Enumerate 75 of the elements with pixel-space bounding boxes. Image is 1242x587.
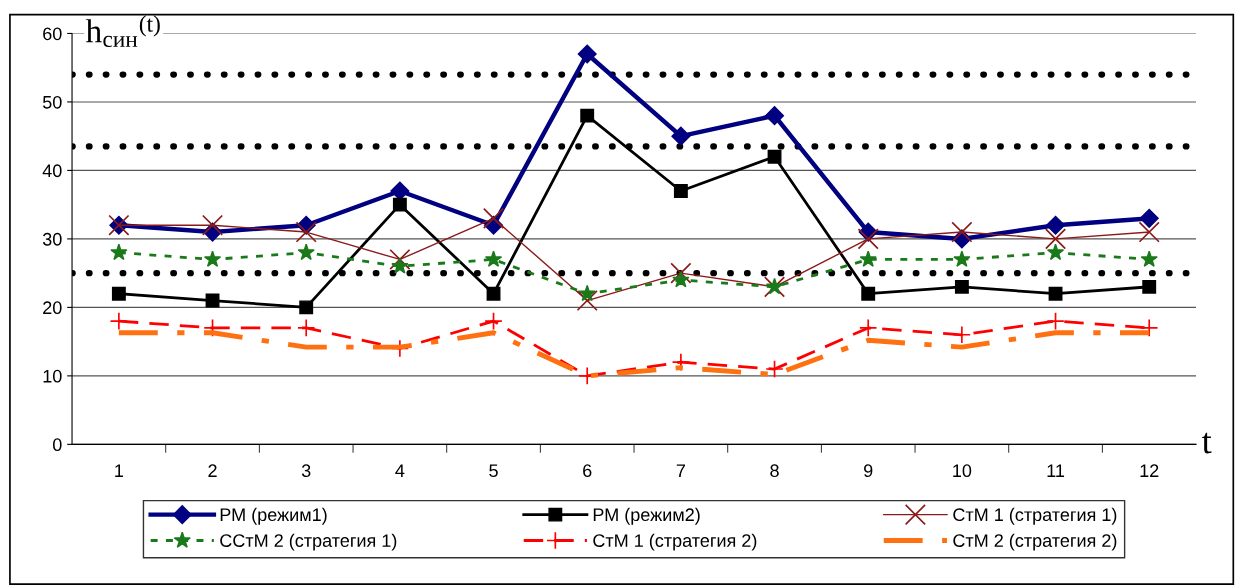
point (111, 286, 126, 301)
x-tick-label: 10 (953, 464, 972, 478)
y-tick-label: 20 (43, 301, 62, 315)
point (295, 221, 317, 243)
x-tick-label: 9 (864, 464, 873, 478)
point (954, 279, 969, 294)
y-tick-label: 10 (43, 369, 62, 383)
x-tick-label: 5 (489, 464, 498, 478)
point (390, 181, 410, 201)
point (765, 359, 784, 379)
point (1142, 279, 1157, 294)
point (203, 250, 222, 267)
point (110, 243, 128, 261)
legend-label: РМ (режим1) (220, 507, 327, 525)
legend-label: СтМ 2 (стратегия 2) (953, 533, 1117, 551)
point (1044, 228, 1067, 250)
point (670, 262, 692, 284)
point (201, 214, 224, 236)
x-tick-label: 3 (301, 464, 311, 478)
x-tick-label: 12 (1140, 464, 1159, 477)
y-tick-label: 50 (42, 95, 62, 109)
line-series (116, 330, 1152, 379)
point (299, 300, 314, 315)
point (1048, 286, 1063, 301)
point (1140, 250, 1158, 267)
y-tick-label: 0 (52, 438, 62, 452)
point (391, 257, 409, 274)
point (765, 106, 785, 126)
point (857, 228, 879, 250)
point (109, 311, 129, 331)
y-tick-label: 40 (42, 164, 62, 178)
point (1140, 318, 1159, 338)
x-tick-label: 11 (1047, 464, 1065, 477)
point (671, 353, 691, 372)
point (580, 108, 595, 123)
x-tick-label: 1 (115, 464, 124, 477)
x-tick-label: 2 (208, 464, 217, 477)
point (577, 44, 597, 64)
legend-label: РМ (режим2) (593, 507, 700, 525)
point (1046, 243, 1065, 261)
x-tick-label: 8 (770, 464, 779, 478)
x-tick-label: 4 (395, 464, 405, 477)
y-tick-label: 30 (42, 232, 62, 246)
point (861, 286, 876, 301)
y-axis-title: h$_{син}$$^{(t)}$ (85, 15, 160, 48)
point (859, 250, 877, 267)
point (392, 197, 407, 212)
point (484, 250, 503, 267)
point (389, 248, 411, 271)
point (859, 318, 878, 338)
legend-label: СтМ 1 (стратегия 1) (953, 507, 1117, 525)
point (1139, 208, 1159, 228)
point (673, 184, 688, 198)
point (1138, 221, 1160, 243)
legend-label: ССтМ 2 (стратегия 1) (220, 533, 397, 551)
point (486, 286, 501, 301)
point (1046, 311, 1065, 331)
point (952, 325, 972, 344)
point (1046, 215, 1066, 235)
legend-label: СтМ 1 (стратегия 2) (593, 533, 757, 551)
point (484, 311, 503, 331)
point (953, 250, 971, 267)
x-tick-label: 7 (676, 464, 685, 477)
point (767, 149, 782, 164)
x-tick-label: 6 (583, 464, 592, 478)
point (671, 126, 691, 146)
point (672, 270, 690, 288)
x-axis-title: t (1202, 432, 1212, 454)
point (951, 221, 973, 243)
point (578, 284, 596, 302)
point (482, 207, 505, 229)
point (576, 289, 598, 312)
point (297, 243, 315, 261)
y-tick-label: 60 (43, 27, 62, 41)
point (297, 318, 316, 338)
